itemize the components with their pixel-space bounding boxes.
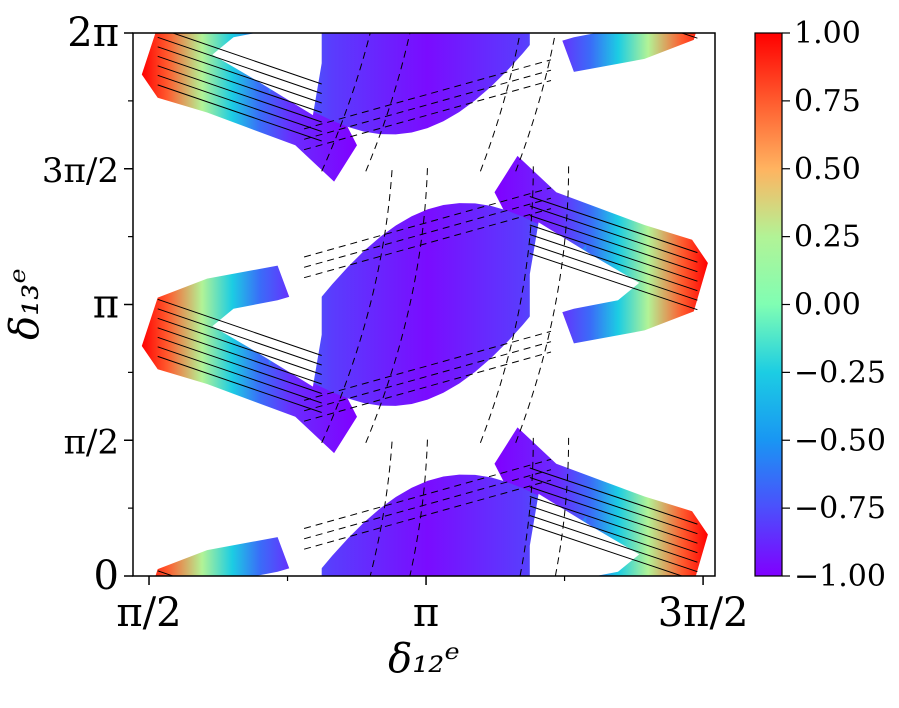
contour-solid-right — [529, 215, 698, 273]
y-tick-label: π — [93, 282, 119, 328]
band-hole-left — [212, 33, 322, 116]
contour-dashed-lower — [303, 330, 552, 401]
contour-dashed-lower — [303, 341, 552, 412]
x-axis-label: δ₁₂ᵉ — [388, 636, 460, 682]
contour-solid-left — [157, 74, 322, 132]
contour-solid-right — [529, 234, 698, 292]
contour-solid-right — [529, 205, 698, 263]
colorbar-tick-label: −0.75 — [794, 491, 886, 526]
contour-solid-right — [530, 0, 698, 10]
band-core — [268, 33, 540, 135]
band-hole-right — [529, 33, 596, 51]
colorbar-tick-label: −1.00 — [794, 559, 886, 594]
y-tick-label: 0 — [94, 553, 119, 599]
band-core — [315, 474, 587, 576]
x-axis: π/2 π 3π/2 — [116, 576, 748, 636]
contour-solid-left — [158, 599, 322, 655]
contour-solid-left — [157, 570, 175, 576]
y-tick-label: π/2 — [64, 422, 119, 462]
contour-dashed-upper — [303, 458, 552, 529]
contour-solid-left — [158, 590, 322, 646]
contour-solid-left — [157, 55, 322, 113]
contour-solid-left — [157, 65, 322, 123]
contour-solid-right — [529, 253, 698, 311]
band-left-lobe — [155, 537, 293, 576]
band-hole-left — [255, 558, 322, 576]
contour-dashed-lower — [303, 80, 552, 151]
contour-solid-right — [529, 515, 698, 573]
band-hole-right — [529, 493, 640, 576]
colorbar-tick-label: 0.25 — [794, 220, 861, 255]
contour-dashed-upper — [303, 479, 552, 550]
contour-dashed-curve — [321, 166, 393, 444]
contour-solid-left — [157, 336, 322, 394]
contour-solid-right — [529, 243, 698, 301]
contour-solid-left — [158, 609, 322, 665]
contour-dashed-curve — [479, 166, 534, 443]
colorbar-tick-label: 1.00 — [794, 16, 861, 51]
y-axis-label: δ₁₃ᵉ — [2, 268, 48, 340]
band-core — [268, 203, 587, 406]
x-tick-label: π — [413, 590, 439, 636]
contour-solid-left — [157, 355, 322, 413]
colorbar-tick-label: 0.00 — [794, 288, 861, 323]
contour-dashed-curve — [515, 166, 570, 443]
contour-solid-right — [529, 496, 698, 554]
contour-dashed-lower — [303, 59, 552, 130]
contour-solid-left — [157, 308, 322, 366]
contour-dashed-upper — [303, 197, 552, 268]
colorbar-tick-label: 0.50 — [794, 152, 861, 187]
contour-dashed-upper — [303, 208, 552, 279]
contour-solid-right — [529, 486, 698, 544]
contour-solid-left — [158, 628, 322, 684]
contour-solid-left — [157, 346, 322, 404]
contour-solid-right — [529, 477, 698, 535]
colorbar-tick-label: −0.50 — [794, 423, 886, 458]
contour-solid-right — [529, 196, 698, 254]
y-tick-label: 2π — [67, 10, 119, 56]
contour-solid-left — [157, 46, 322, 104]
colorbar-tick-label: −0.25 — [794, 355, 886, 390]
contour-solid-left — [157, 317, 322, 375]
contour-solid-left — [157, 84, 322, 142]
contour-solid-left — [157, 327, 322, 385]
contour-solid-right — [529, 224, 698, 282]
contour-dashed-upper — [303, 187, 552, 258]
contour-solid-left — [158, 580, 322, 636]
x-tick-label: π/2 — [116, 590, 181, 636]
y-axis: 0 π/2 π 3π/2 2π — [42, 10, 133, 599]
contour-solid-right — [529, 505, 698, 563]
y-tick-label: 3π/2 — [42, 151, 119, 191]
contour-dashed-upper — [304, 0, 551, 6]
colorbar — [754, 32, 783, 577]
contour-solid-right — [530, 0, 698, 19]
contour-solid-right — [529, 524, 684, 576]
x-tick-label: 3π/2 — [658, 590, 749, 636]
colorbar-tick-label: 0.75 — [794, 84, 861, 119]
contour-solid-right — [530, 0, 698, 29]
contour-lines — [157, 0, 698, 684]
contour-dashed-lower — [303, 351, 552, 422]
colorbar-ticks: 1.00 0.75 0.50 0.25 0.00 −0.25 −0.50 −0.75 −1.00 — [782, 16, 886, 594]
contour-dashed-curve — [365, 166, 428, 443]
contour-dashed-upper — [303, 469, 552, 540]
contour-solid-left — [157, 298, 322, 356]
contour-solid-right — [529, 467, 698, 525]
contour-solid-left — [158, 618, 322, 674]
contour-solid-left — [171, 33, 322, 85]
contour-dashed-lower — [303, 69, 552, 140]
contour-solid-left — [157, 36, 322, 94]
band-right-lobe — [559, 33, 696, 72]
region-upper-band — [141, 33, 696, 182]
